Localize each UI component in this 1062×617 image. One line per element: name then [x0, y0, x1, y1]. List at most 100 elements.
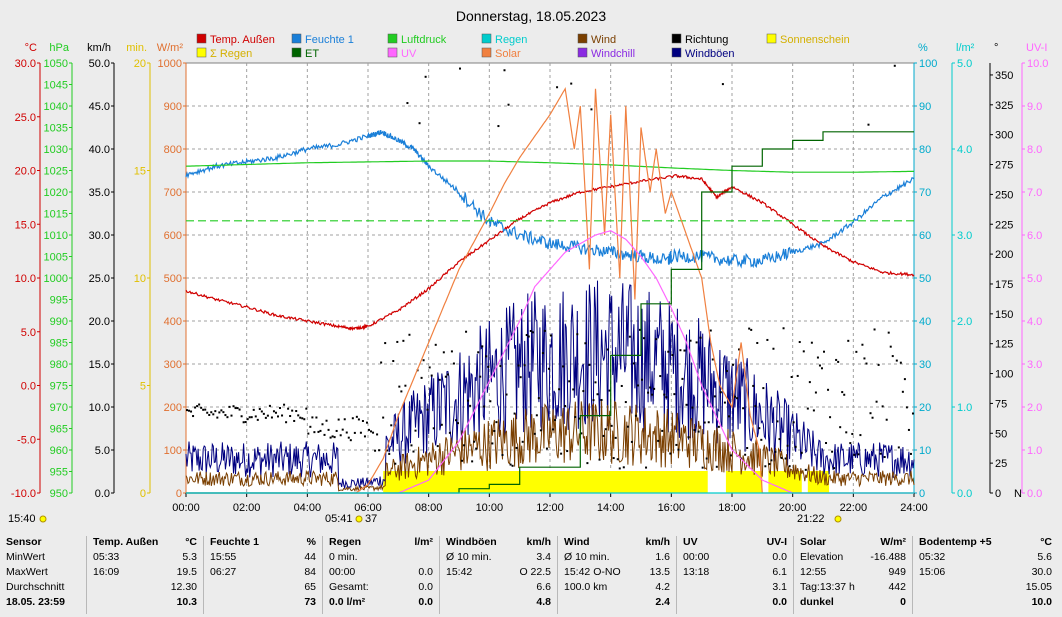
axis-tick-label: 0.0 [21, 381, 36, 393]
direction-point [727, 415, 730, 418]
direction-point [695, 341, 698, 344]
direction-point [531, 331, 534, 334]
stats-cell-label: 13:18 [683, 566, 710, 578]
direction-point [188, 409, 191, 412]
stats-title: Solar [800, 536, 827, 548]
sunshine-block [725, 471, 763, 493]
sun-dot [39, 515, 47, 523]
direction-point [202, 408, 205, 411]
direction-point [309, 425, 312, 428]
x-tick-label: 10:00 [476, 502, 504, 514]
stats-column: Bodentemp +5 °C 05:32 5.6 15:06 30.0 15.05 10.0 [912, 536, 1058, 614]
stats-cell-value: 3.1 [772, 581, 787, 593]
legend-swatch [387, 47, 398, 58]
direction-point [297, 414, 300, 417]
direction-point [305, 407, 308, 410]
direction-point [859, 434, 862, 437]
direction-point [659, 375, 662, 378]
direction-point [570, 82, 573, 85]
direction-point [689, 339, 692, 342]
direction-point [374, 449, 377, 452]
series-line [185, 130, 915, 269]
stats-title: Feuchte 1 [210, 536, 260, 548]
direction-point [616, 458, 619, 461]
direction-point [600, 398, 603, 401]
direction-point [653, 387, 656, 390]
direction-point [647, 391, 650, 394]
x-tick-label: 14:00 [597, 502, 625, 514]
axis-tick-label: 1005 [44, 252, 68, 264]
direction-point [406, 102, 409, 105]
legend-entry: Windchill [591, 48, 635, 60]
direction-point [327, 428, 330, 431]
direction-point [262, 412, 265, 415]
legend-swatch [577, 33, 588, 44]
direction-point [871, 416, 874, 419]
direction-point [780, 456, 783, 459]
axis-tick-label: 90 [919, 101, 931, 113]
axis-tick-label: 1.0 [957, 402, 972, 414]
direction-point [835, 358, 838, 361]
direction-point [329, 436, 332, 439]
axis-tick-label: 950 [50, 488, 68, 500]
direction-point [843, 393, 846, 396]
direction-point [655, 338, 658, 341]
direction-point [547, 367, 550, 370]
direction-point [594, 381, 597, 384]
axis-tick-label: 150 [995, 309, 1013, 321]
direction-point [456, 422, 459, 425]
axis-tick-label: 125 [995, 339, 1013, 351]
legend-swatch [291, 47, 302, 58]
direction-point [303, 418, 306, 421]
stats-cell-label: 15:06 [919, 566, 946, 578]
statistics-panel: Sensor MinWert MaxWert Durchschnitt 18.0… [0, 530, 1062, 617]
stats-last-value: 2.4 [655, 596, 670, 608]
direction-point [901, 390, 904, 393]
direction-point [772, 347, 775, 350]
legend-entry: UV [401, 48, 417, 60]
axis-right-2: °350325300275250225200175150125100755025… [989, 42, 1013, 500]
stats-column: Temp. Außen °C 05:33 5.3 16:09 19.5 12.30 10.3 [86, 536, 203, 614]
axis-tick-label: 20 [919, 402, 931, 414]
direction-point [289, 415, 292, 418]
series-line [185, 400, 915, 492]
axis-tick-label: 20 [134, 58, 146, 70]
axis-left-3: min. 20 15 10 5 0 [126, 42, 151, 500]
direction-point [905, 406, 908, 409]
direction-point [414, 429, 417, 432]
direction-point [641, 378, 643, 381]
direction-point [285, 421, 288, 424]
direction-point [461, 459, 464, 462]
direction-point [198, 403, 201, 406]
direction-point [608, 389, 611, 392]
direction-point [568, 380, 571, 383]
direction-point [347, 436, 350, 439]
stats-cell-label: Ø 10 min. [564, 551, 610, 563]
series-line [186, 230, 914, 494]
direction-point [887, 331, 890, 334]
direction-point [341, 428, 344, 431]
direction-point [770, 459, 773, 462]
direction-point [535, 414, 538, 417]
direction-point [283, 403, 286, 406]
axis-tick-label: 0 [919, 488, 925, 500]
direction-point [837, 360, 840, 363]
sunset-dot [834, 515, 842, 523]
direction-point [279, 407, 282, 410]
stats-last-label: 0.0 l/m² [329, 596, 366, 608]
axis-left-1: hPa 1050 1045 1040 1035 1030 1025 1020 1015 1010 1… [44, 42, 73, 500]
stats-cell-value: O 22.5 [519, 566, 551, 578]
stats-cell-value: -16.488 [870, 551, 906, 563]
direction-point [543, 329, 546, 332]
direction-point [339, 434, 342, 437]
stats-unit: km/h [526, 536, 551, 548]
axis-tick-label: 4.0 [957, 144, 972, 156]
direction-point [818, 364, 821, 367]
sunrise-minutes: 37 [365, 513, 377, 525]
axis-unit: min. [126, 42, 147, 54]
direction-point [216, 416, 219, 419]
stats-column: UV UV-I 00:00 0.0 13:18 6.1 3.1 0.0 [676, 536, 793, 614]
direction-point [479, 375, 482, 378]
axis-tick-label: 250 [995, 189, 1013, 201]
direction-point [246, 418, 249, 421]
